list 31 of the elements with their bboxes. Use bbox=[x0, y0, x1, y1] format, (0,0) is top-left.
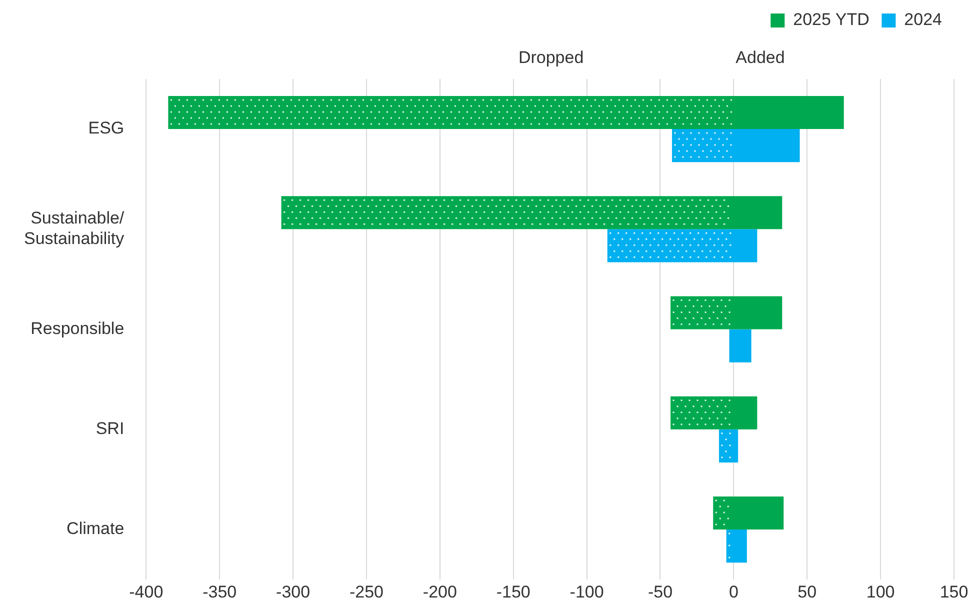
bar bbox=[726, 530, 747, 563]
y-tick-label: Responsible bbox=[30, 318, 124, 338]
legend-label: 2025 YTD bbox=[793, 10, 870, 30]
text: Added bbox=[736, 48, 785, 68]
bar bbox=[713, 496, 784, 530]
x-tick-label: -300 bbox=[276, 582, 310, 602]
bar bbox=[281, 196, 782, 230]
y-tick-label: Climate bbox=[66, 519, 124, 538]
x-tick-label: 100 bbox=[866, 582, 895, 602]
bar bbox=[670, 396, 758, 430]
bar bbox=[670, 296, 782, 330]
bar bbox=[729, 329, 752, 362]
x-tick-label: 50 bbox=[798, 582, 817, 602]
y-tick-label: Sustainable/ Sustainability bbox=[24, 208, 125, 248]
y-tick-label: SRI bbox=[96, 419, 124, 438]
bar bbox=[718, 429, 738, 462]
bar bbox=[168, 96, 844, 130]
legend-label: 2024 bbox=[904, 10, 942, 30]
bar bbox=[672, 129, 800, 162]
bar bbox=[607, 229, 758, 262]
x-tick-label: -350 bbox=[202, 582, 237, 602]
x-tick-label: -150 bbox=[496, 582, 530, 602]
x-tick-label: -250 bbox=[349, 582, 384, 602]
x-tick-label: -100 bbox=[570, 582, 604, 602]
x-tick-label: -50 bbox=[648, 582, 673, 602]
x-tick-label: 150 bbox=[940, 582, 968, 602]
x-tick-label: 0 bbox=[728, 582, 738, 602]
x-tick-label: -200 bbox=[422, 582, 457, 602]
y-tick-label: ESG bbox=[88, 118, 124, 138]
x-tick-label: -400 bbox=[129, 582, 164, 602]
text: Dropped bbox=[518, 48, 584, 68]
